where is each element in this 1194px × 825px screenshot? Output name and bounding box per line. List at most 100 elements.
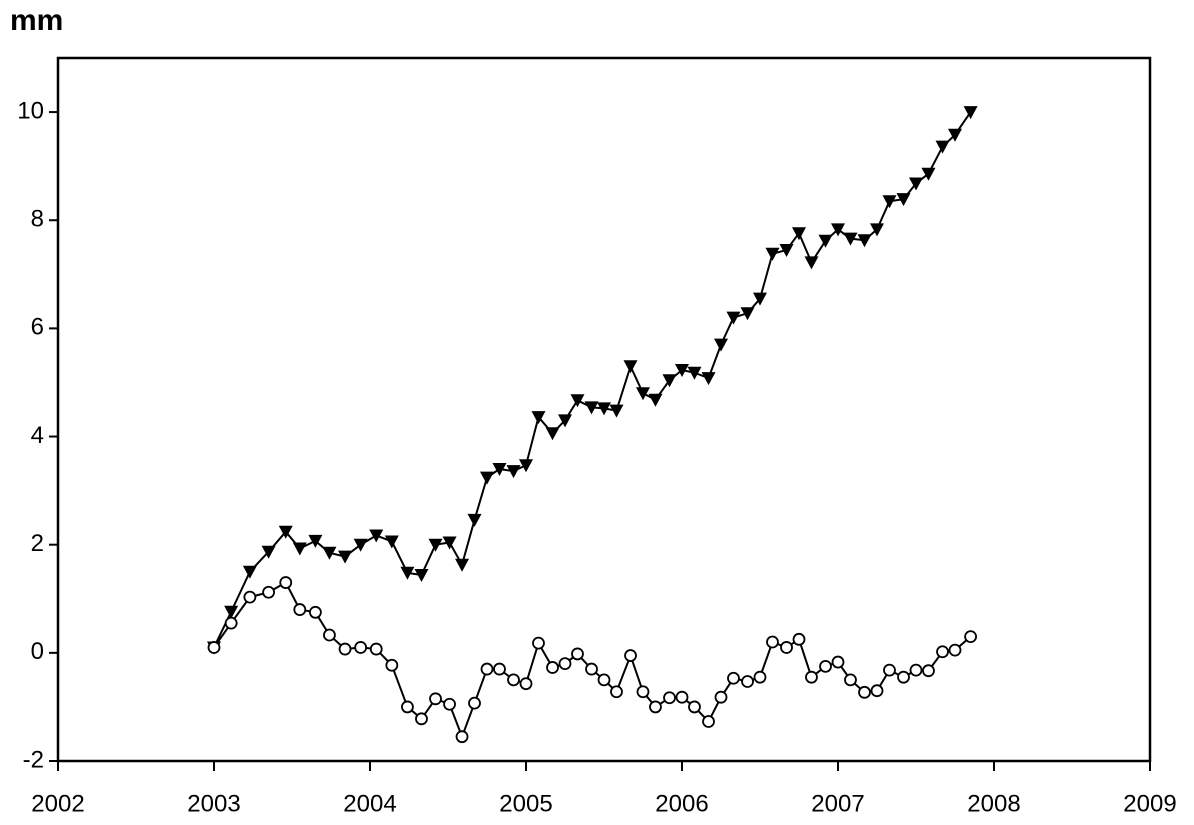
marker bbox=[922, 664, 935, 678]
y-tick-label: 4 bbox=[31, 422, 44, 449]
marker bbox=[429, 692, 442, 706]
marker bbox=[663, 691, 676, 705]
series-line bbox=[213, 111, 972, 648]
marker bbox=[804, 256, 819, 270]
marker bbox=[779, 243, 794, 257]
marker bbox=[480, 471, 494, 485]
marker bbox=[207, 641, 221, 654]
marker bbox=[401, 700, 414, 714]
marker bbox=[506, 465, 521, 479]
marker bbox=[224, 605, 239, 619]
marker bbox=[857, 234, 872, 248]
marker bbox=[753, 670, 767, 684]
marker bbox=[558, 657, 572, 671]
marker bbox=[688, 700, 701, 714]
marker bbox=[792, 632, 806, 646]
marker bbox=[935, 140, 950, 154]
marker bbox=[792, 227, 806, 241]
marker bbox=[242, 565, 257, 579]
marker bbox=[831, 655, 845, 669]
marker bbox=[293, 603, 307, 616]
marker bbox=[936, 645, 949, 659]
marker bbox=[610, 685, 623, 699]
marker bbox=[897, 670, 910, 684]
marker bbox=[571, 647, 584, 661]
marker bbox=[882, 195, 897, 209]
marker bbox=[492, 462, 507, 476]
marker bbox=[636, 387, 650, 401]
marker bbox=[948, 643, 962, 657]
marker bbox=[714, 690, 728, 704]
marker bbox=[623, 360, 638, 374]
marker bbox=[766, 635, 779, 649]
marker bbox=[369, 642, 383, 656]
marker bbox=[805, 670, 818, 684]
series-line bbox=[213, 581, 972, 740]
marker bbox=[308, 534, 323, 548]
marker bbox=[400, 566, 415, 580]
x-tick-label: 2009 bbox=[1123, 790, 1176, 817]
marker bbox=[675, 364, 689, 378]
marker bbox=[322, 546, 337, 560]
marker bbox=[338, 642, 352, 656]
marker bbox=[753, 292, 767, 306]
x-tick-label: 2005 bbox=[499, 790, 552, 817]
marker bbox=[442, 536, 457, 550]
marker bbox=[948, 128, 962, 142]
marker bbox=[870, 684, 884, 698]
marker bbox=[455, 558, 470, 572]
marker bbox=[323, 628, 336, 642]
marker bbox=[414, 568, 429, 582]
marker bbox=[415, 712, 428, 726]
marker bbox=[532, 636, 545, 650]
x-tick-label: 2007 bbox=[811, 790, 864, 817]
marker bbox=[844, 673, 857, 687]
marker bbox=[558, 414, 572, 428]
marker bbox=[519, 459, 533, 473]
marker bbox=[649, 700, 662, 714]
marker bbox=[741, 675, 754, 688]
marker bbox=[507, 673, 520, 687]
marker bbox=[909, 663, 923, 677]
y-tick-label: 0 bbox=[31, 638, 44, 665]
marker bbox=[369, 529, 384, 543]
marker bbox=[726, 311, 741, 325]
marker bbox=[354, 641, 368, 654]
marker bbox=[224, 616, 238, 630]
marker bbox=[545, 427, 560, 441]
marker bbox=[570, 394, 585, 408]
marker bbox=[385, 658, 399, 672]
marker bbox=[292, 542, 307, 556]
marker bbox=[909, 177, 923, 191]
marker bbox=[546, 661, 559, 674]
marker bbox=[675, 690, 689, 704]
marker bbox=[701, 372, 716, 386]
marker bbox=[443, 697, 456, 711]
marker bbox=[896, 193, 911, 207]
marker bbox=[584, 401, 599, 415]
marker bbox=[662, 374, 677, 388]
marker bbox=[597, 673, 611, 687]
marker bbox=[624, 649, 637, 662]
marker bbox=[338, 550, 353, 564]
marker bbox=[702, 715, 715, 728]
y-axis-label: mm bbox=[10, 4, 63, 37]
marker bbox=[963, 106, 978, 120]
marker bbox=[428, 538, 443, 552]
marker bbox=[818, 234, 833, 248]
y-tick-label: 8 bbox=[31, 206, 44, 233]
marker bbox=[262, 585, 276, 599]
marker bbox=[467, 513, 482, 527]
marker bbox=[279, 576, 293, 589]
marker bbox=[468, 696, 481, 710]
marker bbox=[921, 167, 936, 181]
marker bbox=[480, 662, 494, 676]
marker bbox=[493, 662, 506, 676]
marker bbox=[243, 590, 257, 604]
marker bbox=[353, 538, 368, 552]
marker bbox=[858, 685, 871, 699]
marker bbox=[308, 605, 322, 619]
marker bbox=[519, 677, 533, 691]
x-tick-label: 2004 bbox=[343, 790, 396, 817]
marker bbox=[687, 366, 702, 380]
